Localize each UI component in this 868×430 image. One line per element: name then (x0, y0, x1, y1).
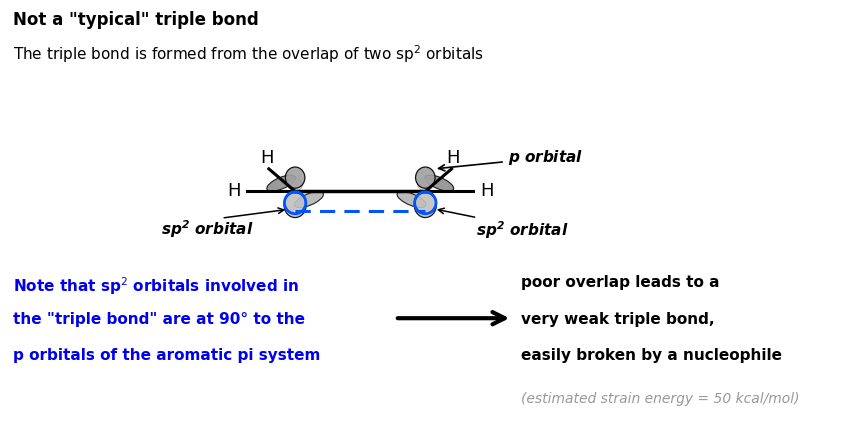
Text: H: H (446, 148, 460, 166)
Text: $\bfit{p}$$\bfit{\ orbital}$: $\bfit{p}$$\bfit{\ orbital}$ (438, 148, 583, 171)
Text: poor overlap leads to a: poor overlap leads to a (521, 275, 720, 290)
Text: the "triple bond" are at 90° to the: the "triple bond" are at 90° to the (13, 312, 305, 327)
Text: H: H (480, 182, 494, 200)
Text: Note that sp$^2$ orbitals involved in: Note that sp$^2$ orbitals involved in (13, 275, 299, 297)
Ellipse shape (287, 179, 303, 191)
Text: (estimated strain energy = 50 kcal/mol): (estimated strain energy = 50 kcal/mol) (521, 392, 799, 406)
Ellipse shape (418, 179, 433, 191)
Text: $\bfit{sp^2}$ $\bfit{orbital}$: $\bfit{sp^2}$ $\bfit{orbital}$ (476, 219, 569, 241)
Text: Not a "typical" triple bond: Not a "typical" triple bond (13, 11, 259, 29)
Text: p orbitals of the aromatic pi system: p orbitals of the aromatic pi system (13, 348, 320, 363)
Ellipse shape (294, 191, 324, 208)
Ellipse shape (424, 175, 454, 191)
Text: H: H (260, 148, 274, 166)
Ellipse shape (397, 191, 426, 208)
Text: H: H (227, 182, 240, 200)
Text: easily broken by a nucleophile: easily broken by a nucleophile (521, 348, 782, 363)
Text: very weak triple bond,: very weak triple bond, (521, 312, 714, 327)
Ellipse shape (414, 193, 437, 218)
Ellipse shape (416, 167, 435, 188)
Text: $\bfit{sp^2}$ $\bfit{orbital}$: $\bfit{sp^2}$ $\bfit{orbital}$ (161, 219, 253, 240)
Text: The triple bond is formed from the overlap of two sp$^2$ orbitals: The triple bond is formed from the overl… (13, 43, 483, 64)
Ellipse shape (284, 193, 306, 218)
Ellipse shape (266, 175, 296, 191)
Ellipse shape (286, 167, 305, 188)
